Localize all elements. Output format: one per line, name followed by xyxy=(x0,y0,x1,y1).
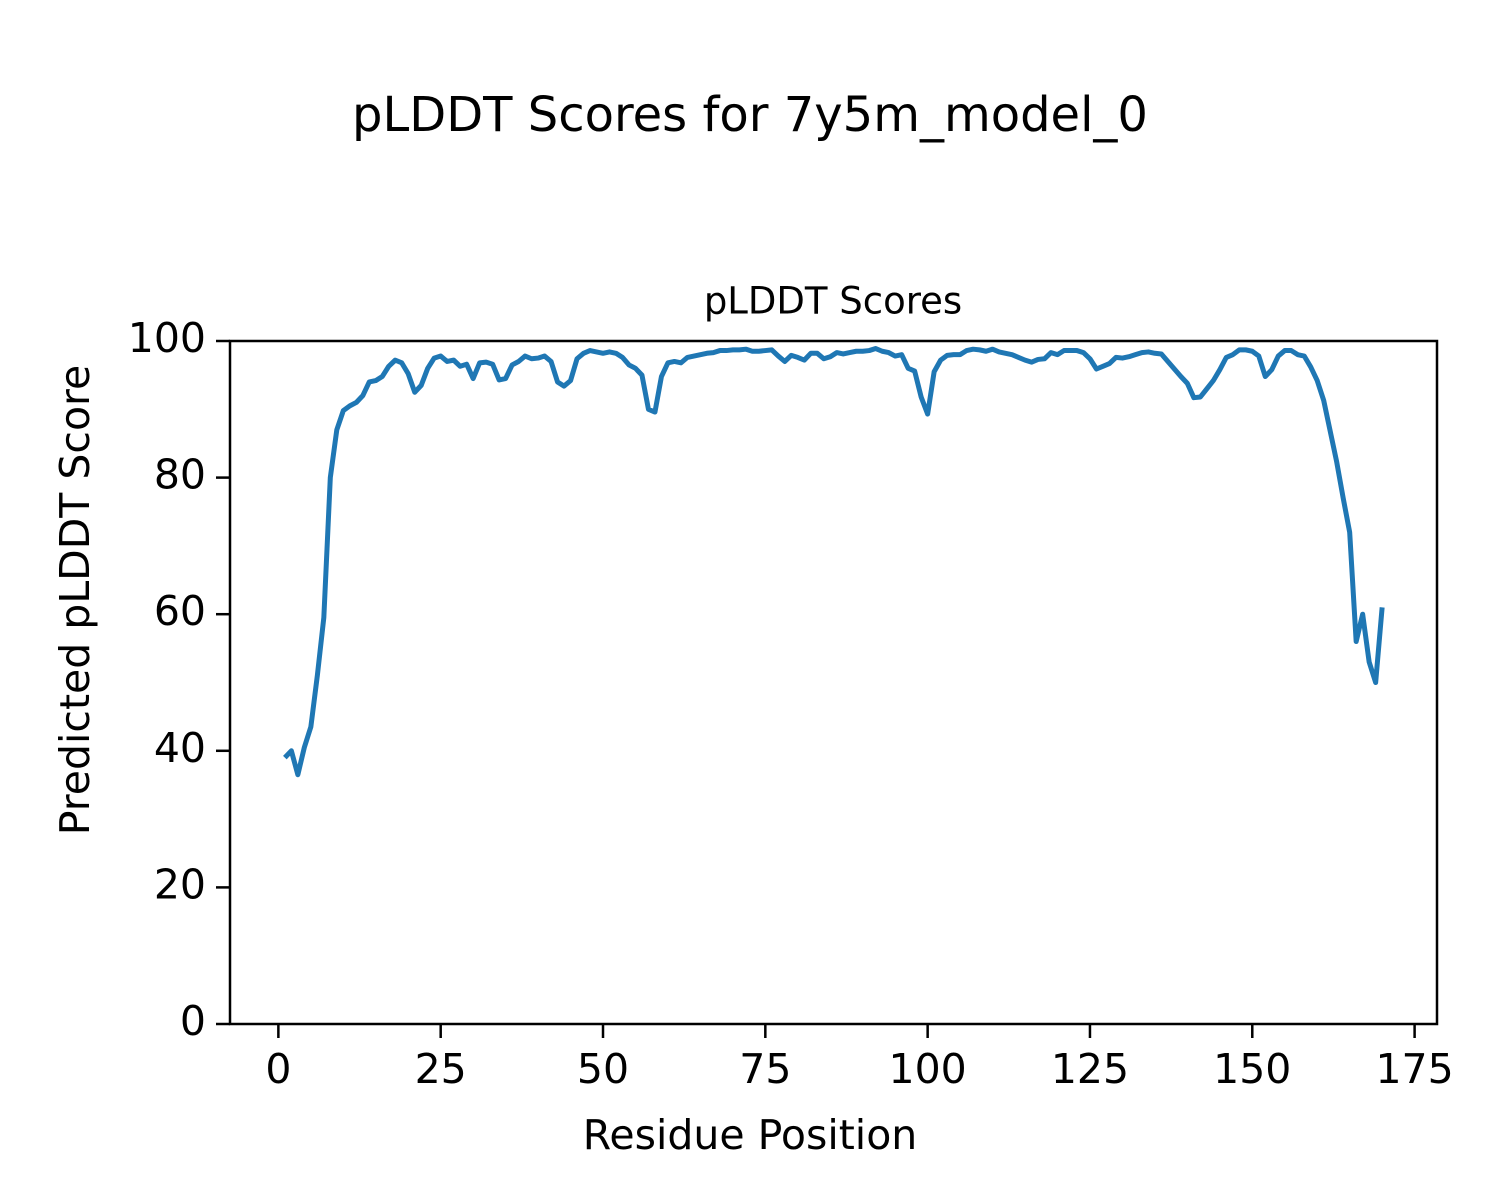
axes-title: pLDDT Scores xyxy=(704,280,962,323)
x-tick-label: 50 xyxy=(577,1045,629,1093)
x-tick-label: 0 xyxy=(265,1045,291,1093)
y-tick-label: 80 xyxy=(154,451,206,499)
y-axis-label: Predicted pLDDT Score xyxy=(51,365,99,835)
y-tick-label: 60 xyxy=(154,587,206,635)
x-tick-label: 25 xyxy=(415,1045,467,1093)
x-tick-label: 125 xyxy=(1051,1045,1129,1093)
y-tick-label: 100 xyxy=(128,314,206,362)
y-tick-label: 40 xyxy=(154,724,206,772)
x-axis-label: Residue Position xyxy=(583,1111,918,1159)
data-line xyxy=(283,346,1385,778)
x-tick-label: 75 xyxy=(739,1045,791,1093)
axes-frame xyxy=(228,339,1439,1026)
x-tick-label: 100 xyxy=(889,1045,967,1093)
y-tick-label: 0 xyxy=(180,997,206,1045)
chart-title: pLDDT Scores for 7y5m_model_0 xyxy=(352,87,1148,143)
x-tick-label: 175 xyxy=(1375,1045,1453,1093)
x-tick-label: 150 xyxy=(1213,1045,1291,1093)
y-tick-label: 20 xyxy=(154,860,206,908)
